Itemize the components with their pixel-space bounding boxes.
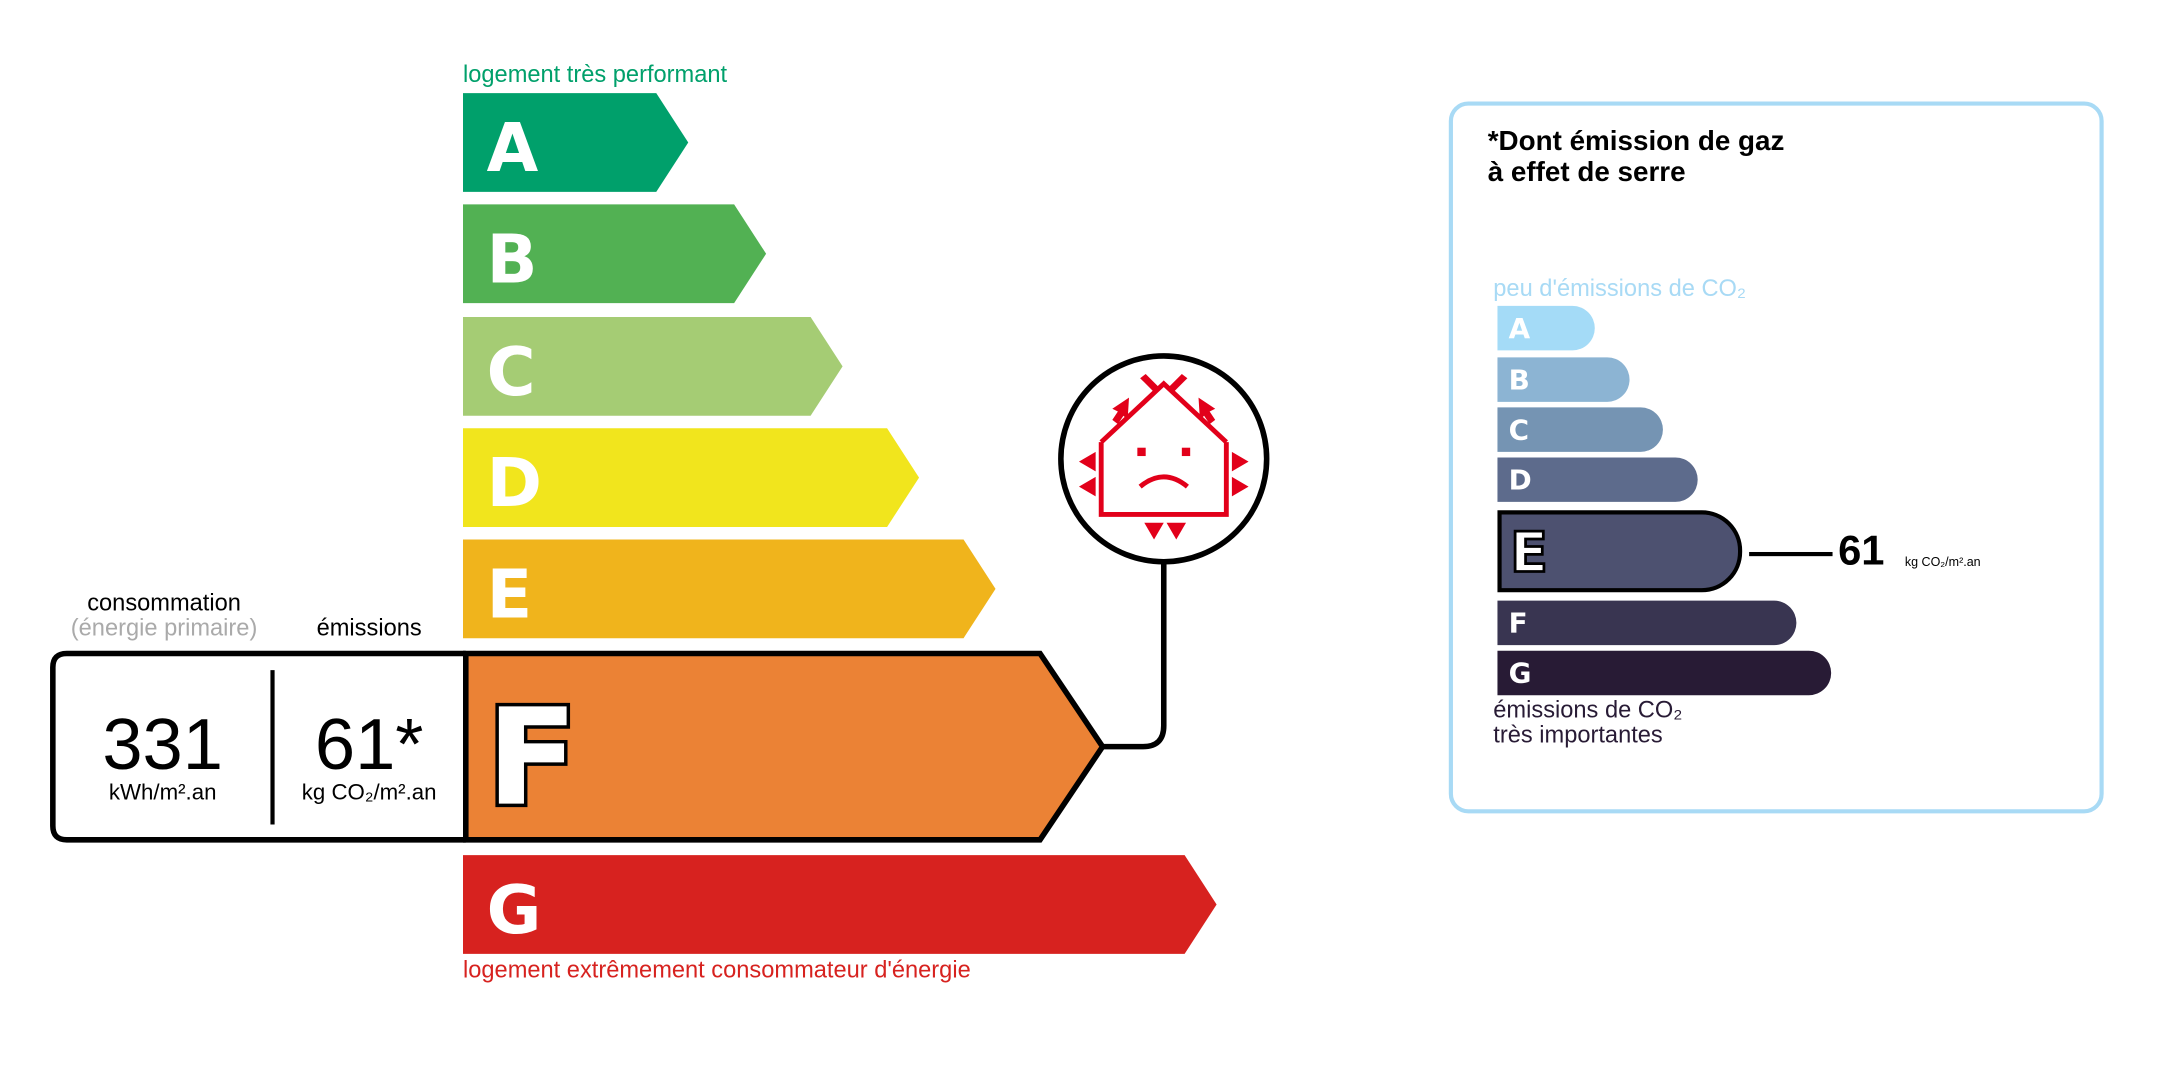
ges-letter-f: F [1508, 606, 1528, 640]
dpe-bar-g [463, 855, 1217, 954]
ges-bar-d: D [1497, 457, 1698, 502]
connector-line [1102, 563, 1167, 750]
ges-bar-g: G [1497, 650, 1832, 696]
dpe-bottom-label: logement extrêmement consommateur d'éner… [463, 956, 971, 984]
dpe-letter-c: C [487, 333, 536, 411]
ges-unit: kg CO₂/m².an [1904, 554, 1981, 569]
ges-title-line2: à effet de serre [1487, 157, 1686, 188]
dpe-top-label: logement très performant [463, 61, 728, 88]
dpe-letter-d: D [487, 444, 542, 522]
ges-letter-g: G [1508, 656, 1532, 690]
dpe-letter-e: E [487, 555, 533, 633]
consumption-sublabel: (énergie primaire) [70, 614, 258, 641]
emissions-value: 61* [314, 704, 424, 786]
ges-letter-d: D [1508, 463, 1532, 497]
ges-letter-a: A [1508, 311, 1531, 345]
ges-letter-c: C [1508, 412, 1530, 447]
ges-bottom-label-line2: très importantes [1493, 721, 1663, 749]
ges-bottom-label-line1: émissions de CO₂ [1493, 696, 1683, 724]
ges-pointer-line [1749, 551, 1833, 557]
sad-house-heat-loss-icon [1058, 353, 1270, 565]
values-box [50, 650, 466, 843]
consumption-label: consommation [87, 589, 241, 616]
consumption-value: 331 [102, 704, 223, 786]
dpe-letter-g: G [487, 871, 542, 949]
dpe-bar-b [463, 204, 767, 304]
emissions-unit: kg CO₂/m².an [301, 781, 437, 806]
emissions-label: émissions [316, 614, 422, 641]
ges-bar-b: B [1497, 357, 1630, 402]
dpe-bar-c [463, 317, 843, 416]
dpe-bar-f [463, 650, 1106, 843]
ges-panel: *Dont émission de gaz à effet de serre p… [1448, 101, 2104, 814]
consumption-unit: kWh/m².an [108, 781, 217, 806]
dpe-letter-b: B [487, 220, 538, 298]
ges-top-label: peu d'émissions de CO₂ [1493, 275, 1747, 302]
ges-bar-a: A [1497, 305, 1595, 351]
ges-letter-e: E [1509, 520, 1550, 587]
ges-value: 61 [1838, 528, 1885, 575]
dpe-letter-f: F [487, 681, 578, 836]
dpe-bar-a [463, 93, 689, 192]
ges-bar-c: C [1497, 407, 1663, 452]
ges-letter-b: B [1508, 362, 1530, 397]
ges-title-line1: *Dont émission de gaz [1487, 126, 1785, 158]
ges-bar-f: F [1497, 600, 1797, 646]
dpe-bar-e [463, 539, 996, 639]
dpe-letter-a: A [487, 109, 539, 187]
dpe-bar-d [463, 428, 920, 527]
ges-bar-e: E [1497, 510, 1743, 593]
